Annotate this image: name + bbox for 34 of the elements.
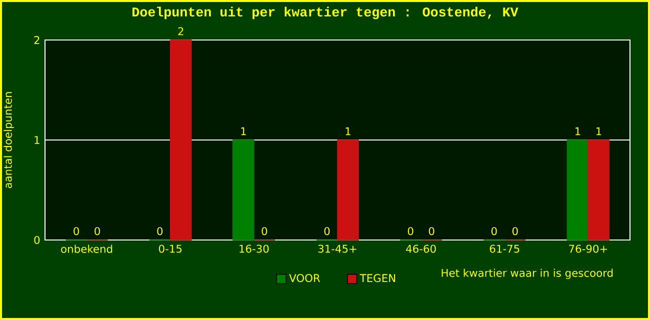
bar [337,140,359,240]
data-label: 0 [94,227,100,236]
x-tick-label: 31-45+ [318,244,356,253]
data-label: 0 [157,227,163,236]
x-tick-label: onbekend [61,244,112,253]
data-label: 0 [324,227,330,236]
x-tick-label: 16-30 [240,244,269,253]
x-axis-title: Het kwartier waar in is gescoord [442,268,613,280]
x-tick-label: 46-60 [406,244,436,253]
data-label: 1 [596,127,602,136]
y-axis-title: aantal doelpunten [4,92,14,188]
y-tick-label: 2 [34,36,40,44]
data-label: 1 [346,127,350,136]
bar [170,40,192,240]
x-tick-label: 76-90+ [569,244,608,253]
data-label: 0 [512,227,518,236]
bar [566,140,589,240]
legend-label: VOOR [289,274,320,282]
y-tick-label: 0 [34,236,40,244]
data-label: 1 [241,127,246,136]
y-tick-label: 1 [34,136,40,144]
data-label: 2 [178,27,184,36]
data-label: 0 [428,227,434,236]
x-tick-label: 0-15 [158,244,182,253]
legend-label: TEGEN [360,274,396,282]
data-label: 0 [408,227,414,236]
chart-title: Doelpunten uit per kwartier tegen : Oostende, KV [132,6,518,20]
data-label: 0 [74,227,79,236]
bar [232,140,254,240]
data-label: 0 [262,227,268,236]
data-label: 0 [491,227,497,236]
data-label: 1 [575,127,580,136]
x-tick-label: 61-75 [490,244,520,253]
bar [588,140,610,240]
